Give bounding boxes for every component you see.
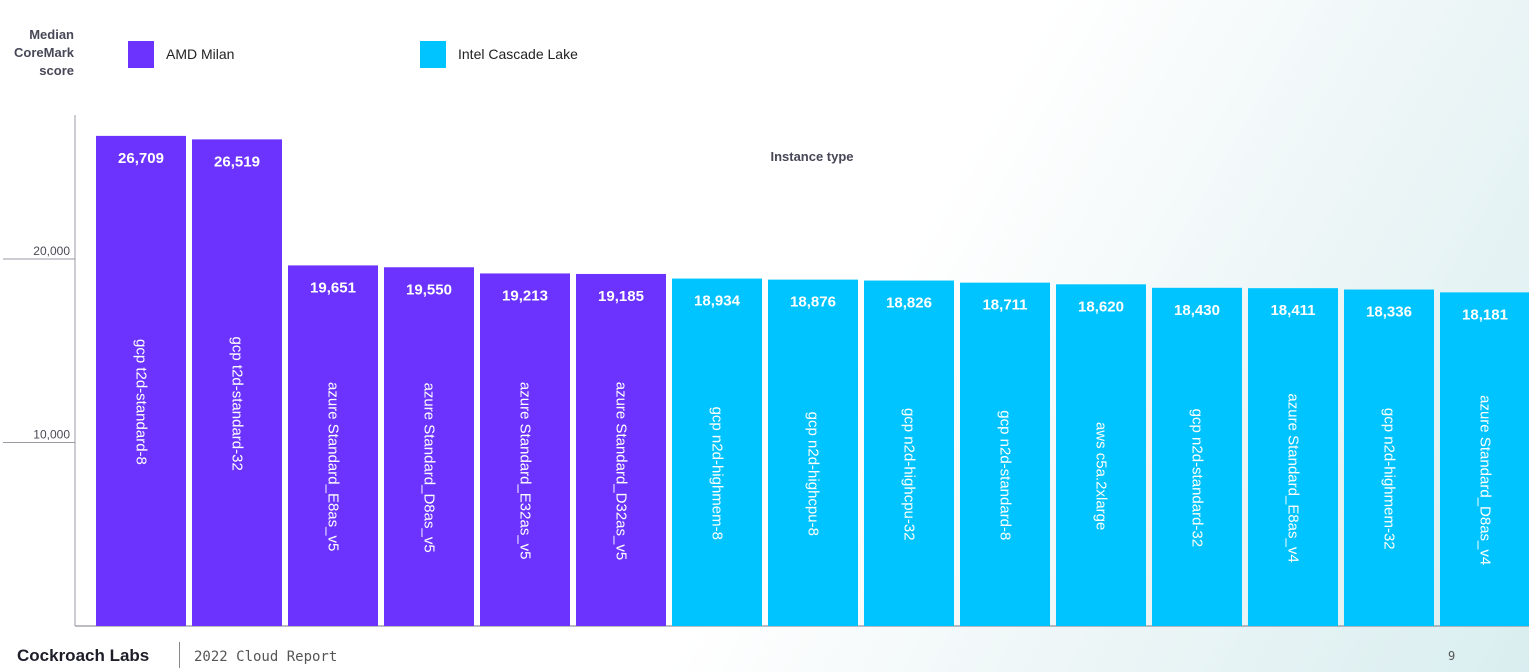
legend-item-intel-cascade-lake: Intel Cascade Lake bbox=[420, 40, 578, 68]
legend-label-amd-milan: AMD Milan bbox=[166, 46, 235, 62]
bar-value-label: 18,711 bbox=[982, 297, 1027, 314]
footer-divider bbox=[179, 642, 180, 668]
bar-value-label: 18,620 bbox=[1078, 298, 1124, 315]
bar-category-label: aws c5a.2xlarge bbox=[1093, 422, 1110, 530]
bar-aws-c5a-2xlarge bbox=[1056, 284, 1146, 626]
y-tick-label: 20,000 bbox=[33, 244, 70, 258]
bar-gcp-t2d-standard-32 bbox=[192, 139, 282, 626]
legend-item-amd-milan: AMD Milan bbox=[128, 40, 234, 68]
bar-value-label: 26,709 bbox=[118, 150, 164, 167]
y-axis-title-line-3: score bbox=[39, 63, 74, 78]
bar-category-label: azure Standard_D8as_v4 bbox=[1477, 395, 1494, 565]
bar-category-label: gcp n2d-standard-8 bbox=[997, 410, 1014, 540]
bar-value-label: 18,411 bbox=[1270, 302, 1315, 319]
bar-value-label: 26,519 bbox=[214, 153, 260, 170]
bar-category-label: gcp t2d-standard-8 bbox=[133, 339, 150, 465]
bar-category-label: gcp n2d-standard-32 bbox=[1189, 409, 1206, 547]
bar-category-label: gcp n2d-highmem-32 bbox=[1381, 408, 1398, 550]
y-axis-title: Median CoreMark score bbox=[2, 26, 74, 80]
bar-azure-standard-d8as-v4 bbox=[1440, 292, 1529, 626]
bar-value-label: 18,430 bbox=[1174, 302, 1220, 319]
bar-gcp-t2d-standard-8 bbox=[96, 135, 186, 627]
bar-chart: 10,000 20,000 Instance type 26,709 gcp t2d-s… bbox=[3, 115, 1529, 627]
bar-value-label: 19,213 bbox=[502, 287, 548, 304]
bar-value-label: 18,181 bbox=[1462, 306, 1508, 323]
footer-brand: Cockroach Labs bbox=[17, 646, 150, 665]
bar-value-label: 19,651 bbox=[310, 279, 356, 296]
bar-value-label: 18,826 bbox=[886, 295, 932, 312]
bar-category-label: gcp n2d-highcpu-32 bbox=[901, 408, 918, 541]
bar-gcp-n2d-standard-8 bbox=[960, 282, 1050, 626]
bar-gcp-n2d-highmem-8 bbox=[672, 278, 762, 626]
bar-value-label: 18,876 bbox=[790, 294, 836, 311]
bar-azure-standard-d8as-v5 bbox=[384, 267, 474, 626]
bar-azure-standard-e8as-v4 bbox=[1248, 288, 1338, 626]
y-tick-label: 10,000 bbox=[33, 428, 70, 442]
bar-value-label: 19,550 bbox=[406, 281, 452, 298]
bar-category-label: azure Standard_E32as_v5 bbox=[517, 382, 534, 560]
y-axis-title-line-1: Median bbox=[29, 27, 74, 42]
bar-gcp-n2d-highcpu-32 bbox=[864, 280, 954, 626]
y-axis-title-line-2: CoreMark bbox=[14, 45, 74, 60]
bar-category-label: gcp n2d-highmem-8 bbox=[709, 407, 726, 540]
bar-value-label: 19,185 bbox=[598, 288, 644, 305]
bar-value-label: 18,934 bbox=[694, 293, 741, 310]
bar-category-label: azure Standard_D8as_v5 bbox=[421, 383, 438, 553]
bar-azure-standard-e32as-v5 bbox=[480, 273, 570, 626]
bar-category-label: gcp t2d-standard-32 bbox=[229, 337, 246, 471]
page-number: 9 bbox=[1448, 649, 1456, 663]
bar-category-label: azure Standard_E8as_v4 bbox=[1285, 393, 1302, 562]
legend-label-intel-cascade-lake: Intel Cascade Lake bbox=[458, 46, 578, 62]
bar-gcp-n2d-standard-32 bbox=[1152, 287, 1242, 626]
bar-value-label: 18,336 bbox=[1366, 304, 1412, 321]
bar-azure-standard-d32as-v5 bbox=[576, 273, 666, 626]
legend-swatch-intel-cascade-lake bbox=[420, 40, 446, 68]
bar-category-label: azure Standard_E8as_v5 bbox=[325, 382, 342, 551]
footer-report-title: 2022 Cloud Report bbox=[194, 649, 338, 665]
x-axis-title: Instance type bbox=[770, 149, 853, 164]
bar-category-label: gcp n2d-highcpu-8 bbox=[805, 412, 822, 536]
bar-azure-standard-e8as-v5 bbox=[288, 265, 378, 626]
bar-gcp-n2d-highmem-32 bbox=[1344, 289, 1434, 626]
bar-gcp-n2d-highcpu-8 bbox=[768, 279, 858, 626]
bar-category-label: azure Standard_D32as_v5 bbox=[613, 382, 630, 560]
legend-swatch-amd-milan bbox=[128, 40, 154, 68]
